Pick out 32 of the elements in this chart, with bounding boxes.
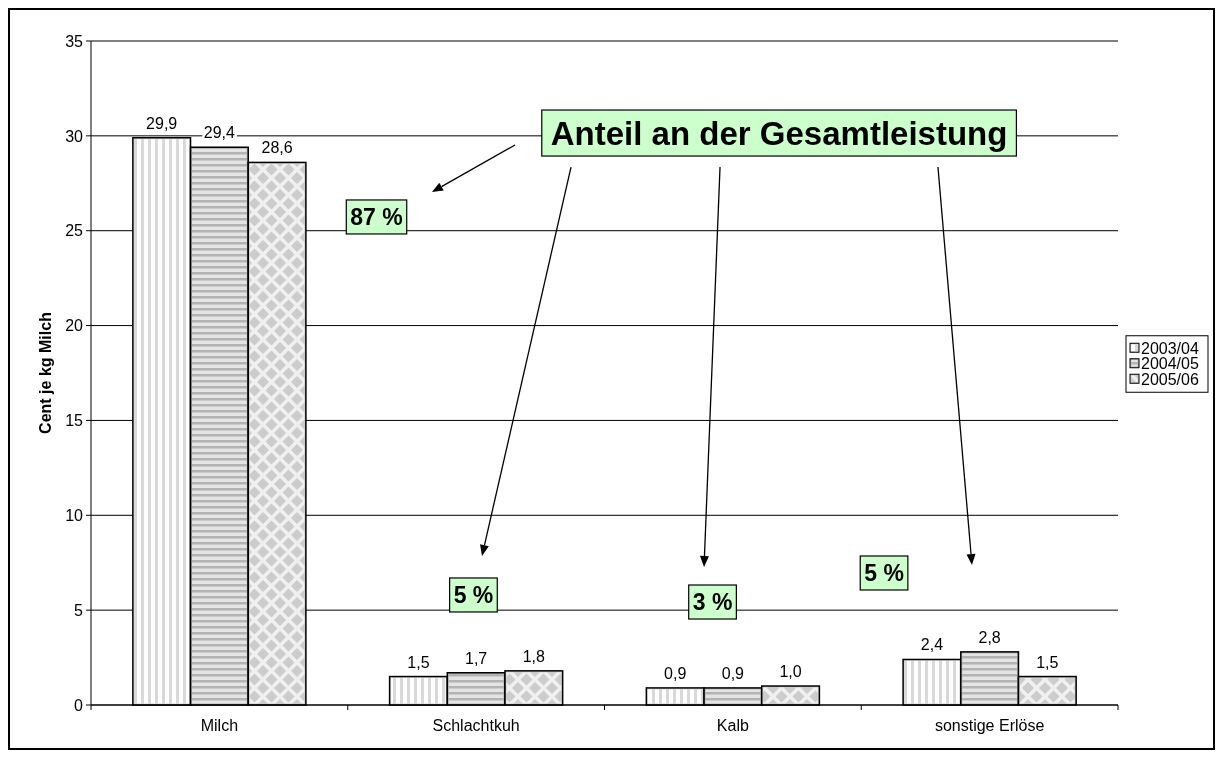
y-axis-title: Cent je kg Milch (36, 312, 54, 434)
x-tick-label: Milch (200, 716, 239, 734)
y-tick-label: 0 (74, 696, 84, 714)
x-tick-label: Kalb (716, 716, 749, 734)
x-tick-label: Schlachtkuh (432, 716, 520, 734)
data-label: 1,7 (465, 649, 488, 667)
annotation: 87 % (350, 204, 403, 231)
annotation: Anteil an der Gesamtleistung (550, 114, 1008, 152)
y-tick-label: 10 (65, 507, 84, 525)
data-label: 2,4 (920, 636, 944, 654)
y-tick-label: 25 (65, 222, 84, 240)
data-label: 0,9 (721, 664, 745, 682)
data-label: 2,8 (978, 628, 1001, 646)
data-label: 1,0 (779, 663, 802, 681)
y-tick-label: 35 (65, 32, 84, 50)
data-label: 1,5 (1036, 653, 1059, 671)
legend-label: 2005/06 (1141, 370, 1199, 388)
data-label: 0,9 (664, 664, 687, 682)
data-label: 1,8 (522, 647, 546, 665)
data-label: 1,5 (407, 653, 430, 671)
y-tick-label: 15 (65, 412, 84, 430)
data-label: 29,9 (146, 114, 178, 132)
x-tick-label: sonstige Erlöse (934, 716, 1045, 734)
y-tick-label: 5 (74, 601, 84, 619)
y-tick-label: 20 (65, 317, 84, 335)
legend-label: 2004/05 (1141, 355, 1199, 373)
annotation: 5 % (864, 560, 904, 587)
annotation: 5 % (453, 582, 494, 609)
annotation: 3 % (692, 589, 733, 616)
y-tick-label: 30 (65, 127, 84, 145)
legend-label: 2003/04 (1141, 339, 1199, 357)
data-label: 28,6 (261, 139, 293, 157)
